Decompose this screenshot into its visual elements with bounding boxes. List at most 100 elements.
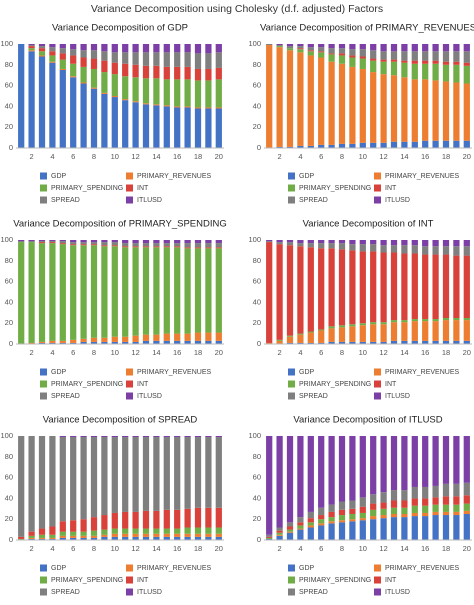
x-tick-label: 12 (131, 152, 139, 161)
bar-segment (49, 241, 56, 243)
y-tick-label: 0 (257, 143, 261, 152)
bar-segment (328, 248, 335, 327)
bar-segment (80, 519, 87, 532)
bar-segment (59, 535, 66, 538)
bar-segment (184, 340, 191, 344)
bar-segment (101, 536, 108, 540)
bar-segment (422, 63, 429, 80)
bar-segment (90, 242, 98, 245)
bar-segment (153, 243, 160, 247)
bar-segment (142, 243, 150, 247)
bar-segment (411, 340, 418, 344)
bar-segment (297, 46, 304, 49)
bar-segment (318, 342, 325, 344)
bar-segment (80, 44, 87, 51)
bar-segment (38, 534, 46, 538)
bar-segment (184, 107, 191, 148)
bar-segment (28, 50, 35, 52)
bar-segment (205, 437, 212, 508)
bar-segment (132, 341, 139, 344)
bar-segment (370, 240, 377, 245)
bar-segment (359, 341, 366, 344)
y-tick-label: 100 (248, 235, 261, 244)
bar-segment (463, 62, 470, 66)
bar-segment (442, 320, 450, 341)
bar-segment (432, 44, 439, 52)
bar-segment (163, 66, 170, 80)
figure-title: Variance Decomposition using Cholesky (d… (91, 3, 383, 15)
bar-segment (80, 83, 87, 148)
bar-segment (328, 144, 335, 148)
bar-segment (390, 514, 398, 518)
panel-title: Variance Decomposition of ITLUSD (293, 415, 442, 426)
bar-segment (205, 248, 212, 333)
bar-segment (132, 247, 139, 336)
bar-segment (370, 60, 377, 73)
y-tick-label: 60 (5, 81, 13, 90)
bar-segment (286, 531, 294, 533)
bar-segment (286, 532, 294, 540)
bar-segment (90, 50, 98, 59)
bar-segment (442, 240, 450, 247)
bar-segment (132, 536, 139, 540)
bar-segment (297, 522, 304, 526)
bar-segment (153, 104, 160, 106)
x-tick-label: 8 (92, 348, 96, 357)
bar-segment (286, 245, 294, 336)
bar-segment (49, 51, 56, 56)
bar-segment (59, 243, 66, 245)
x-tick-label: 10 (111, 348, 119, 357)
bar-segment (370, 436, 377, 495)
legend-label: GDP (51, 565, 67, 572)
bar-segment (205, 536, 212, 540)
bar-segment (70, 63, 77, 77)
bar-segment (390, 75, 398, 142)
bar-segment (349, 66, 356, 144)
bar-segment (142, 536, 150, 540)
bar-segment (174, 79, 181, 107)
bar-segment (142, 65, 150, 79)
bar-segment (215, 507, 222, 528)
bar-segment (122, 341, 129, 344)
bar-segment (380, 252, 387, 323)
y-tick-label: 20 (5, 122, 13, 131)
bar-segment (380, 61, 387, 75)
bar-segment (215, 67, 222, 80)
bar-segment (307, 51, 314, 56)
y-tick-label: 0 (257, 339, 261, 348)
bar-segment (153, 533, 160, 537)
bar-segment (122, 511, 129, 529)
bar-segment (370, 516, 377, 520)
x-tick-label: 8 (92, 544, 96, 553)
bar-segment (153, 437, 160, 511)
legend-swatch (288, 392, 295, 400)
bar-segment (401, 490, 408, 501)
bar-segment (453, 320, 460, 341)
x-tick-label: 6 (319, 544, 323, 553)
bar-segment (122, 336, 129, 342)
bar-segment (205, 108, 212, 148)
bar-segment (432, 60, 439, 64)
bar-segment (153, 528, 160, 534)
bar-segment (401, 51, 408, 61)
bar-segment (390, 320, 398, 323)
bar-segment (215, 527, 222, 534)
bar-segment (153, 52, 160, 66)
bar-segment (463, 340, 470, 344)
bar-segment (411, 486, 418, 499)
bar-segment (132, 246, 139, 248)
bar-segment (432, 140, 439, 148)
bar-segment (328, 341, 335, 344)
x-tick-label: 18 (194, 348, 202, 357)
bar-segment (453, 44, 460, 52)
bar-segment (297, 517, 304, 523)
bar-segment (122, 44, 129, 53)
bar-segment (370, 494, 377, 504)
y-tick-label: 0 (9, 339, 13, 348)
bar-segment (338, 44, 346, 49)
bar-segment (286, 48, 294, 51)
bar-segment (286, 50, 294, 147)
bar-segment (359, 142, 366, 148)
y-tick-label: 0 (257, 535, 261, 544)
bar-segment (453, 51, 460, 62)
